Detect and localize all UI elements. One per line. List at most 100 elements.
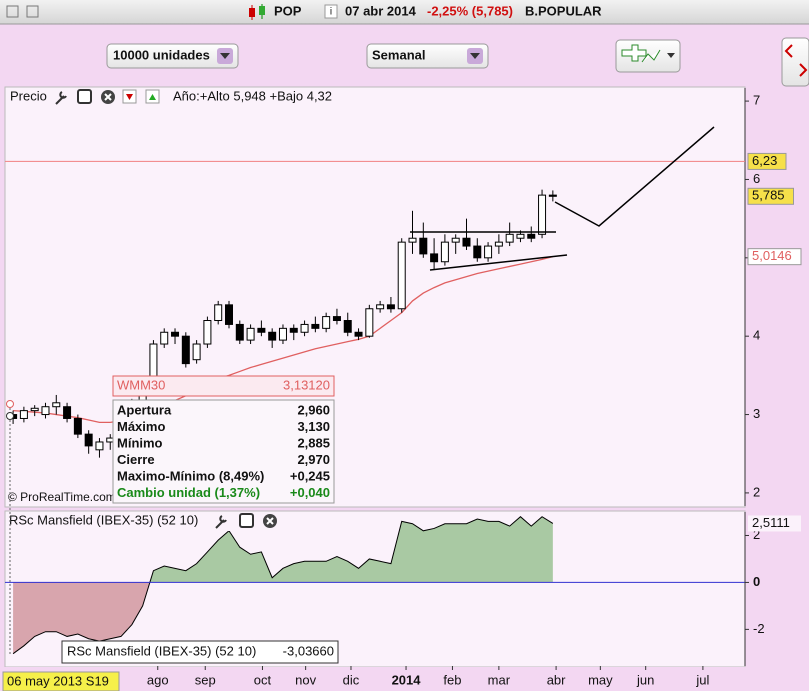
period: Semanal xyxy=(372,47,425,62)
candle-body xyxy=(214,304,223,322)
date: 07 abr 2014 xyxy=(345,3,417,18)
arrow-icon xyxy=(470,53,480,59)
info-value: 2,885 xyxy=(297,435,330,450)
candle-body xyxy=(224,304,233,325)
level-box xyxy=(747,248,802,266)
candle-body xyxy=(343,320,352,333)
y-tick-label: 2 xyxy=(753,484,760,499)
info-label: Máximo xyxy=(117,419,165,434)
area-outline xyxy=(12,516,554,655)
x-tick-label: nov xyxy=(295,672,316,687)
x-tick-label: 2014 xyxy=(392,672,422,687)
level-label: 6,23 xyxy=(752,153,777,168)
x-tick-label: dic xyxy=(343,672,360,687)
info-label: Cierre xyxy=(117,452,155,467)
candle-body xyxy=(63,406,72,419)
area-series xyxy=(13,516,553,654)
candle-icon xyxy=(249,4,265,20)
symbol: POP xyxy=(274,3,302,18)
info-value: 2,970 xyxy=(297,452,330,467)
candle-body xyxy=(246,327,255,341)
x-tick-label: feb xyxy=(443,672,461,687)
arrow-icon xyxy=(667,53,675,58)
side-button[interactable] xyxy=(781,37,809,87)
candle-body xyxy=(73,417,82,435)
x-tick-label: may xyxy=(588,672,613,687)
arrow-icon xyxy=(220,53,230,59)
candle-body xyxy=(268,331,277,341)
level-box xyxy=(747,187,794,205)
indicator-label: WMM30 xyxy=(117,377,165,392)
instrument-name: B.POPULAR xyxy=(525,3,602,18)
tools-icon xyxy=(621,44,661,63)
candle-body xyxy=(494,241,503,247)
candle-body xyxy=(192,343,201,361)
side-icon xyxy=(784,44,808,77)
candle-body xyxy=(160,331,169,345)
panel-title: RSc Mansfield (IBEX-35) (52 10) xyxy=(9,512,198,527)
candle-body xyxy=(397,241,406,310)
candle-body xyxy=(332,316,341,322)
cursor-box xyxy=(61,640,339,664)
candle-body xyxy=(527,233,536,239)
candle-body xyxy=(41,406,50,416)
quantity-select[interactable] xyxy=(106,43,239,69)
cursor-series: RSc Mansfield (IBEX-35) (52 10) xyxy=(67,643,256,658)
level-label: 2,5111 xyxy=(752,515,790,530)
x-tick-label: jun xyxy=(636,672,654,687)
info-label: Mínimo xyxy=(117,435,163,450)
candle-body xyxy=(257,327,266,333)
candle-body xyxy=(322,316,331,329)
x-tick-label: ago xyxy=(147,672,169,687)
candle-body xyxy=(451,237,460,243)
panel-icons[interactable] xyxy=(55,89,160,105)
change: -2,25% (5,785) xyxy=(427,3,513,18)
candle-body xyxy=(311,323,320,329)
candle-body xyxy=(516,233,525,239)
candle-body xyxy=(419,237,428,255)
candle-body xyxy=(95,441,104,451)
candle-body xyxy=(30,407,39,412)
candle-body xyxy=(473,245,482,259)
cursor-dot xyxy=(6,400,14,408)
level-box xyxy=(748,515,801,532)
candle-body xyxy=(84,433,93,447)
info-label: Apertura xyxy=(117,402,172,417)
trend-lines xyxy=(410,126,715,271)
x-axis-bar xyxy=(0,667,809,691)
title-bar xyxy=(0,0,809,24)
info-value: +0,040 xyxy=(290,485,330,500)
candle-body xyxy=(408,237,417,243)
legend-box xyxy=(6,512,284,531)
x-tick-label: mar xyxy=(488,672,511,687)
candle-body xyxy=(300,323,309,333)
window-button[interactable] xyxy=(6,5,19,18)
cursor-date: 06 may 2013 S19 xyxy=(7,673,109,688)
window-button[interactable] xyxy=(26,5,39,18)
y-tick-label: 0 xyxy=(753,574,760,589)
level-label: 5,785 xyxy=(752,188,785,203)
info-button[interactable] xyxy=(324,4,338,19)
cursor-value: -3,03660 xyxy=(283,643,334,658)
candle-body xyxy=(484,245,493,259)
info-value: 3,130 xyxy=(297,419,330,434)
candle-body xyxy=(52,402,61,408)
y-tick-label: -2 xyxy=(753,621,765,636)
candle-body xyxy=(181,335,190,365)
info-box xyxy=(112,399,335,504)
candle-body xyxy=(430,253,439,263)
panel-icons[interactable] xyxy=(215,513,277,529)
y-tick-label: 2 xyxy=(753,527,760,542)
period-select[interactable] xyxy=(366,43,489,69)
y-tick-label: 4 xyxy=(753,328,760,343)
x-tick-label: abr xyxy=(547,672,566,687)
candle-body xyxy=(278,327,287,341)
x-tick-label: sep xyxy=(195,672,216,687)
cursor-date-box xyxy=(2,671,120,691)
y-tick-label: 7 xyxy=(753,93,760,108)
info-value: 2,960 xyxy=(297,402,330,417)
panel-subtitle: Año:+Alto 5,948 +Bajo 4,32 xyxy=(173,88,332,103)
y-tick-label: 6 xyxy=(753,171,760,186)
candle-body xyxy=(376,304,385,310)
